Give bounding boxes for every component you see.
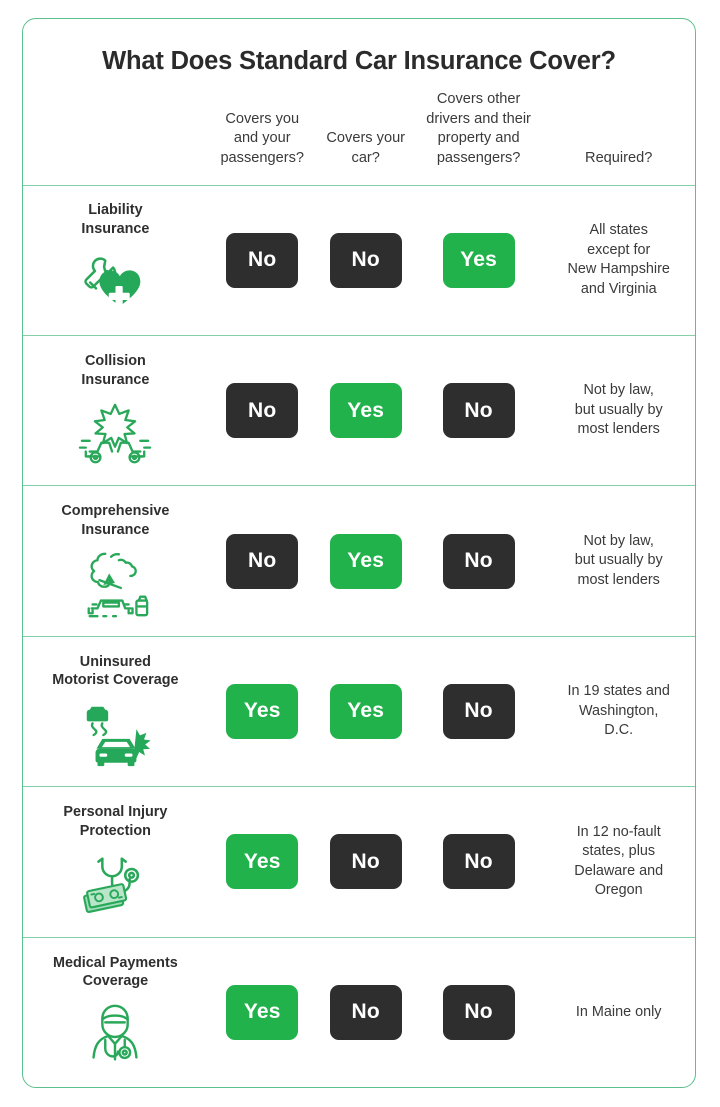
table-row: Personal Injury Protection xyxy=(23,786,695,936)
table-row: Medical Payments Coverage xyxy=(23,936,695,1087)
status-badge: No xyxy=(329,984,402,1040)
covers-others-cell: No xyxy=(415,486,543,635)
required-text: In Maine only xyxy=(575,1003,662,1020)
covers-others-cell: No xyxy=(415,787,543,936)
covers-car-cell: Yes xyxy=(317,486,415,635)
coverage-cell: Uninsured Motorist Coverage xyxy=(23,637,208,786)
status-badge: Yes xyxy=(329,383,402,439)
required-text: Not by law, but usually by most lenders xyxy=(574,532,663,588)
status-badge: No xyxy=(442,683,515,739)
required-cell: All states except for New Hampshire and … xyxy=(542,186,695,335)
coverage-cell: Collision Insurance xyxy=(23,336,208,485)
coverage-name: Personal Injury Protection xyxy=(63,804,168,839)
covers-others-cell: Yes xyxy=(415,186,543,335)
status-badge: No xyxy=(442,984,515,1040)
header-covers-others: Covers other drivers and their property … xyxy=(415,90,543,168)
doctor-icon xyxy=(92,1004,139,1061)
covers-car-cell: Yes xyxy=(317,336,415,485)
coverage-cell: Comprehensive Insurance xyxy=(23,486,208,635)
header-required-label: Required? xyxy=(585,149,653,166)
title-area: What Does Standard Car Insurance Cover? xyxy=(23,19,695,90)
status-badge: No xyxy=(329,834,402,890)
hit-and-run-car-icon xyxy=(87,706,152,767)
header-required: Required? xyxy=(542,90,695,168)
covers-car-cell: No xyxy=(317,787,415,936)
covers-you-cell: No xyxy=(208,336,317,485)
table-header-row: Covers you and your passengers? Covers y… xyxy=(23,90,695,184)
infographic-card: What Does Standard Car Insurance Cover? … xyxy=(22,18,696,1088)
required-cell: In 19 states and Washington, D.C. xyxy=(542,637,695,786)
page-title: What Does Standard Car Insurance Cover? xyxy=(102,47,616,75)
header-coverage xyxy=(23,90,208,168)
coverage-name: Uninsured Motorist Coverage xyxy=(52,653,179,689)
table-row: Comprehensive Insurance xyxy=(23,485,695,635)
header-covers-car: Covers your car? xyxy=(317,90,415,168)
status-badge: Yes xyxy=(442,232,515,288)
status-badge: Yes xyxy=(226,683,299,739)
covers-car-cell: Yes xyxy=(317,637,415,786)
status-badge: No xyxy=(226,232,299,288)
required-text: In 19 states and Washington, D.C. xyxy=(567,683,670,739)
coverage-cell: Liability Insurance xyxy=(23,186,208,335)
covers-others-cell: No xyxy=(415,938,543,1087)
covers-others-cell: No xyxy=(415,637,543,786)
covers-car-cell: No xyxy=(317,938,415,1087)
status-badge: No xyxy=(329,232,402,288)
coverage-name: Comprehensive Insurance xyxy=(61,503,170,539)
status-badge: No xyxy=(226,533,299,589)
coverage-name: Liability Insurance xyxy=(81,202,150,238)
covers-others-cell: No xyxy=(415,336,543,485)
tree-falling-on-car-icon xyxy=(87,552,149,618)
table-row: Collision Insurance xyxy=(23,334,695,485)
shield-heart-wrench-icon xyxy=(84,257,141,307)
status-badge: Yes xyxy=(329,683,402,739)
required-cell: Not by law, but usually by most lenders xyxy=(542,486,695,635)
covers-car-cell: No xyxy=(317,186,415,335)
header-covers-others-label: Covers other drivers and their property … xyxy=(426,91,531,166)
coverage-cell: Personal Injury Protection xyxy=(23,787,208,936)
status-badge: Yes xyxy=(329,533,402,589)
table-row: Liability Insurance No No xyxy=(23,184,695,335)
status-badge: Yes xyxy=(226,984,299,1040)
status-badge: Yes xyxy=(226,834,299,890)
coverage-name: Collision Insurance xyxy=(81,352,150,388)
table-body: Liability Insurance No No xyxy=(23,184,695,1088)
covers-you-cell: Yes xyxy=(208,787,317,936)
status-badge: No xyxy=(442,533,515,589)
covers-you-cell: No xyxy=(208,486,317,635)
required-cell: Not by law, but usually by most lenders xyxy=(542,336,695,485)
covers-you-cell: Yes xyxy=(208,637,317,786)
coverage-name: Medical Payments Coverage xyxy=(53,954,178,990)
stethoscope-money-icon xyxy=(83,857,140,913)
status-badge: No xyxy=(442,383,515,439)
header-covers-you-label: Covers you and your passengers? xyxy=(220,110,305,166)
status-badge: No xyxy=(442,834,515,890)
table-row: Uninsured Motorist Coverage xyxy=(23,635,695,786)
coverage-cell: Medical Payments Coverage xyxy=(23,938,208,1087)
required-text: Not by law, but usually by most lenders xyxy=(574,382,663,438)
header-covers-car-label: Covers your car? xyxy=(326,130,406,166)
status-badge: No xyxy=(226,383,299,439)
required-cell: In 12 no-fault states, plus Delaware and… xyxy=(542,787,695,936)
header-covers-you: Covers you and your passengers? xyxy=(208,90,317,168)
required-text: All states except for New Hampshire and … xyxy=(567,222,670,297)
covers-you-cell: No xyxy=(208,186,317,335)
car-crash-icon xyxy=(79,403,152,464)
required-cell: In Maine only xyxy=(542,938,695,1087)
required-text: In 12 no-fault states, plus Delaware and… xyxy=(574,823,664,899)
covers-you-cell: Yes xyxy=(208,938,317,1087)
